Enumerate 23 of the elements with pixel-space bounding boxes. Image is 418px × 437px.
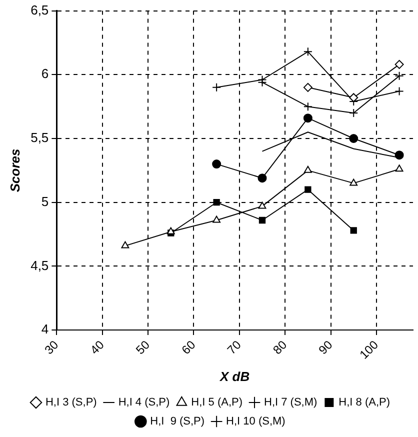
legend-label: H,I 4 (S,P) — [118, 396, 170, 409]
legend-label: H,I 3 (S,P) — [45, 396, 97, 409]
legend-label: H,I 8 (A,P) — [338, 396, 390, 409]
legend-label: H,I 9 (S,P) — [150, 416, 205, 428]
y-tick-label: 6,5 — [30, 2, 49, 18]
y-tick-label: 5,5 — [30, 130, 49, 146]
y-tick-label: 4,5 — [30, 258, 49, 273]
legend-label: H,I 7 (S,M) — [264, 396, 318, 409]
legend-label: H,I 5 (A,P) — [191, 396, 243, 409]
x-tick-label: 70 — [224, 337, 244, 358]
y-tick-label: 4 — [41, 322, 49, 337]
y-axis-title: Scores — [7, 148, 22, 192]
y-tick-label: 5 — [41, 194, 49, 209]
x-tick-label: 100 — [356, 337, 382, 362]
x-tick-label: 50 — [133, 337, 153, 358]
x-tick-label: 30 — [42, 337, 62, 358]
x-tick-label: 60 — [178, 337, 198, 358]
y-tick-label: 6 — [41, 66, 49, 82]
x-tick-label: 90 — [316, 337, 336, 358]
x-tick-label: 80 — [270, 337, 290, 358]
x-axis-title: X dB — [219, 368, 250, 384]
legend-label: H,I 10 (S,M) — [226, 416, 286, 428]
x-tick-label: 40 — [87, 337, 108, 358]
